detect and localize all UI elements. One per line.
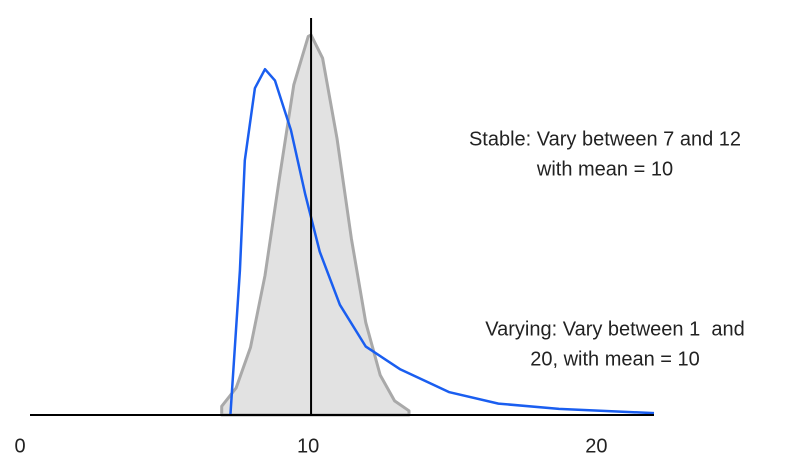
annotation: 20, with mean = 10 [530,348,700,370]
annotation: Varying: Vary between 1 and [485,318,744,340]
area [220,33,411,417]
x-tick-label: 0 [14,435,25,457]
x-tick-label: 10 [297,435,319,457]
annotation: with mean = 10 [536,158,673,180]
x-tick-label: 20 [585,435,607,457]
annotation: Stable: Vary between 7 and 12 [469,128,741,150]
line [229,67,655,416]
